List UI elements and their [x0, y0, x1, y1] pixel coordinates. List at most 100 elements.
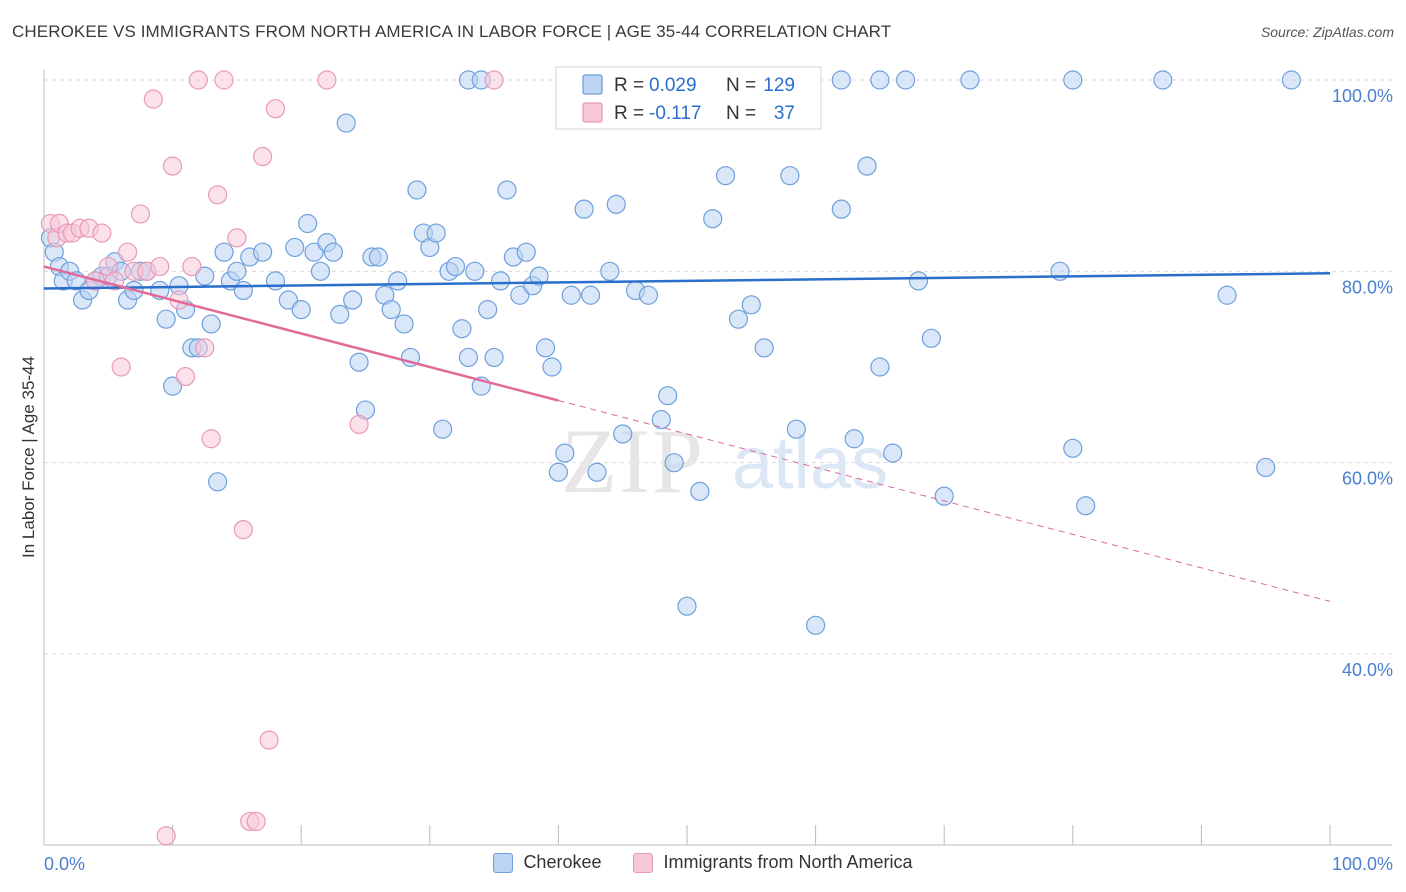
point-cherokee: [407, 180, 427, 200]
point-cherokee: [921, 328, 941, 348]
point-immigrants: [317, 70, 337, 90]
y-tick-label: 60.0%: [1342, 469, 1393, 489]
point-immigrants: [143, 89, 163, 109]
point-cherokee: [606, 194, 626, 214]
gridlines: [44, 79, 1392, 655]
point-immigrants: [130, 204, 151, 224]
y-tick-label: 100.0%: [1332, 86, 1393, 106]
point-cherokee: [445, 256, 466, 277]
point-cherokee: [516, 242, 536, 262]
point-cherokee: [433, 419, 453, 439]
point-cherokee: [529, 266, 549, 286]
point-cherokee: [960, 70, 980, 90]
trend-line-immigrants-dashed: [558, 399, 1331, 602]
point-cherokee: [658, 386, 678, 406]
point-cherokee: [208, 472, 228, 492]
point-cherokee: [253, 242, 273, 262]
stats-legend: R = 0.029 N = 129 R = -0.117 N = 37: [555, 66, 822, 130]
point-cherokee: [330, 304, 350, 324]
point-cherokee: [677, 596, 697, 616]
point-immigrants: [175, 366, 196, 387]
point-cherokee: [908, 271, 929, 291]
point-cherokee: [780, 166, 800, 186]
point-cherokee: [754, 338, 774, 358]
point-immigrants: [208, 185, 228, 205]
point-cherokee: [883, 443, 903, 463]
point-immigrants: [92, 223, 112, 243]
point-cherokee: [1281, 70, 1302, 90]
point-cherokee: [233, 280, 253, 301]
point-immigrants: [265, 99, 286, 119]
point-cherokee: [349, 352, 369, 372]
y-axis-label: In Labor Force | Age 35-44: [19, 356, 38, 558]
data-points: [40, 70, 1302, 846]
bottom-legend: Cherokee Immigrants from North America: [0, 852, 1406, 873]
point-cherokee: [163, 376, 183, 396]
watermark-atlas: atlas: [732, 421, 888, 504]
point-cherokee: [651, 410, 671, 430]
point-cherokee: [857, 156, 877, 176]
legend-swatch-cherokee: [493, 852, 514, 873]
point-immigrants: [214, 70, 234, 90]
point-cherokee: [1076, 496, 1096, 516]
point-cherokee: [703, 209, 723, 229]
point-cherokee: [298, 213, 318, 234]
point-cherokee: [278, 290, 298, 310]
point-cherokee: [394, 314, 414, 334]
point-cherokee: [587, 462, 607, 482]
point-cherokee: [214, 242, 234, 262]
point-cherokee: [265, 271, 286, 291]
point-cherokee: [478, 300, 498, 320]
trend-line-cherokee: [43, 271, 1331, 290]
point-cherokee: [844, 429, 864, 449]
point-cherokee: [638, 285, 659, 305]
legend-label-immigrants: Immigrants from North America: [663, 852, 913, 872]
point-cherokee: [535, 338, 556, 358]
legend-label-cherokee: Cherokee: [523, 852, 602, 872]
point-cherokee: [291, 300, 311, 320]
point-cherokee: [381, 300, 401, 320]
y-tick-label: 40.0%: [1342, 660, 1393, 680]
legend-swatch-immigrants: [633, 852, 654, 873]
point-immigrants: [182, 256, 202, 277]
stats-n-value: 37: [774, 103, 795, 124]
point-cherokee: [786, 419, 806, 439]
point-cherokee: [497, 180, 517, 200]
axes: [43, 70, 1392, 846]
point-cherokee: [1063, 70, 1083, 90]
point-cherokee: [934, 486, 954, 506]
point-cherokee: [805, 615, 826, 635]
point-cherokee: [741, 295, 761, 315]
point-cherokee: [490, 271, 511, 291]
x-tick-label: 0.0%: [44, 854, 85, 874]
trend-line-immigrants: [43, 265, 559, 402]
point-cherokee: [388, 271, 408, 291]
x-tick-label: 100.0%: [1332, 854, 1393, 874]
stats-r-label: R =: [614, 103, 644, 124]
point-cherokee: [452, 319, 472, 339]
point-cherokee: [664, 453, 684, 473]
point-cherokee: [1063, 438, 1083, 458]
point-cherokee: [195, 266, 215, 286]
y-tick-labels: 100.0% 80.0% 60.0% 40.0%: [1332, 86, 1393, 680]
point-cherokee: [896, 70, 916, 90]
point-cherokee: [600, 261, 620, 281]
point-immigrants: [259, 730, 279, 750]
chart-title: CHEROKEE VS IMMIGRANTS FROM NORTH AMERIC…: [12, 22, 892, 41]
stats-n-value: 129: [763, 75, 795, 96]
point-immigrants: [111, 357, 131, 377]
point-immigrants: [188, 70, 208, 90]
point-cherokee: [728, 309, 749, 329]
point-immigrants: [233, 520, 253, 540]
point-immigrants: [163, 156, 183, 176]
point-cherokee: [831, 199, 851, 219]
point-cherokee: [510, 285, 530, 305]
stats-n-label: N =: [726, 75, 756, 96]
point-immigrants: [117, 242, 138, 262]
point-immigrants: [349, 414, 369, 434]
point-cherokee: [690, 481, 710, 501]
point-cherokee: [831, 70, 851, 90]
point-cherokee: [1217, 285, 1237, 305]
stats-swatch: [582, 74, 603, 95]
point-cherokee: [285, 237, 305, 258]
